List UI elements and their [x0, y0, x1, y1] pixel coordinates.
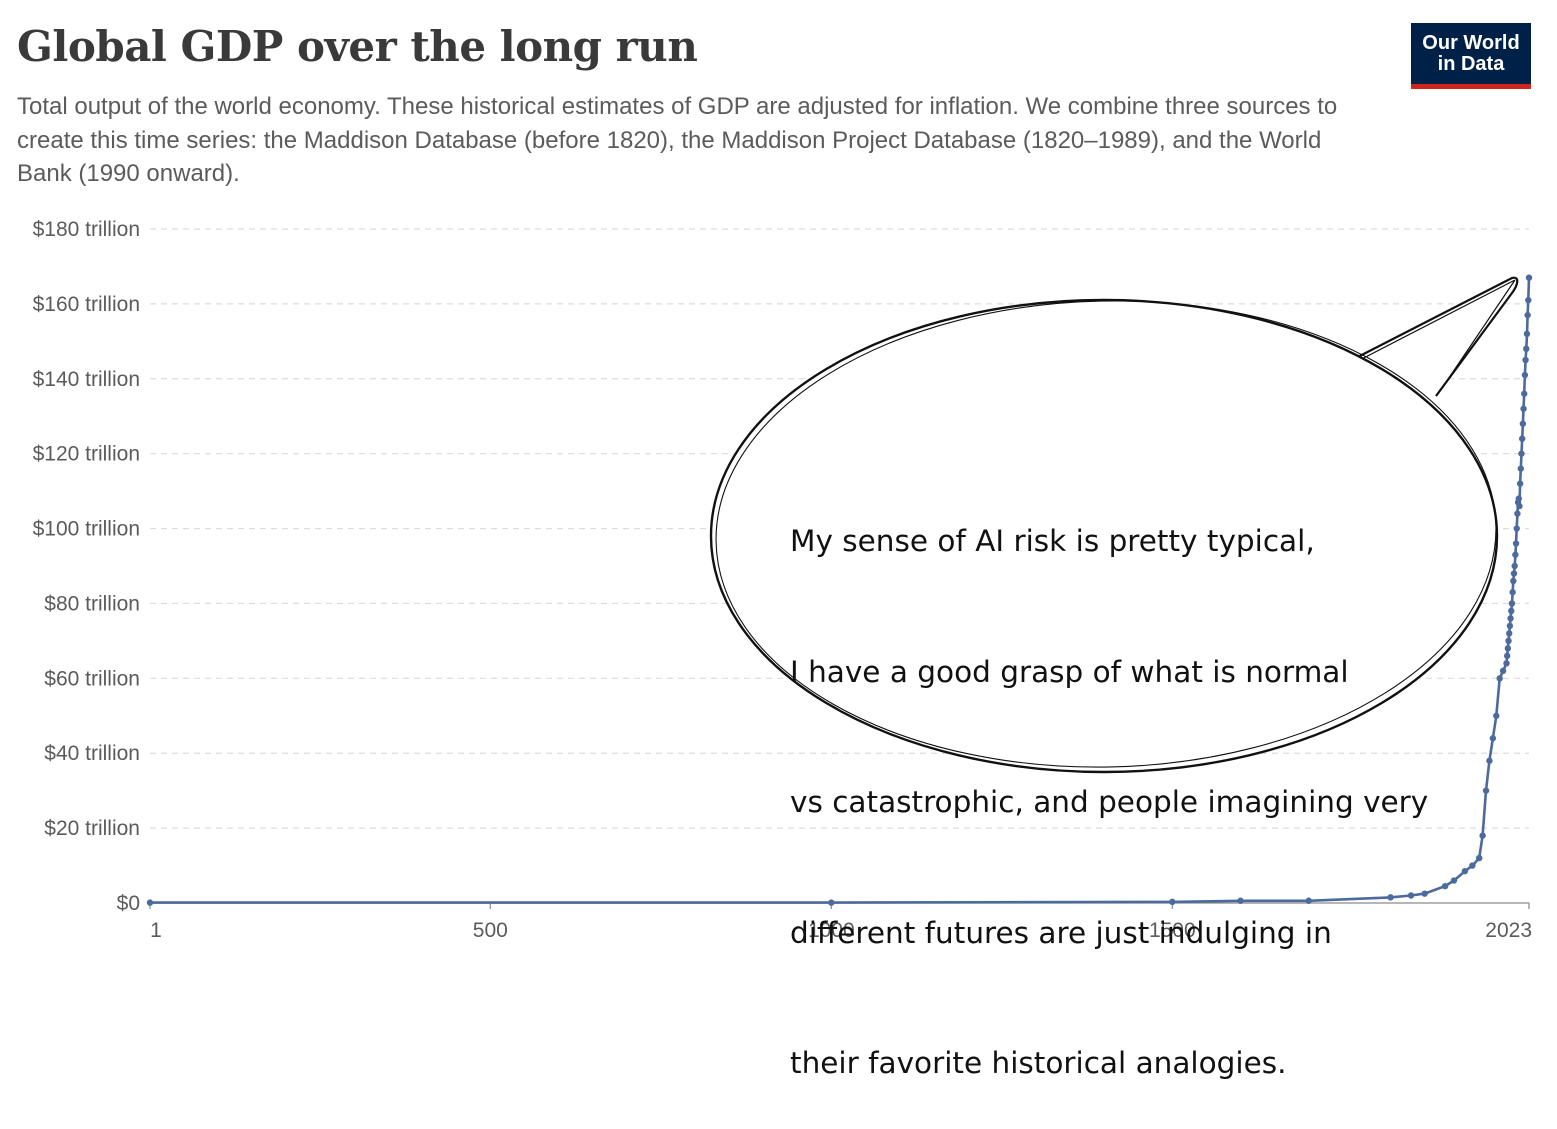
- data-point[interactable]: [1523, 330, 1531, 338]
- data-point[interactable]: [1513, 525, 1520, 532]
- chart-subtitle: Total output of the world economy. These…: [17, 93, 1338, 187]
- x-tick-label: 2023: [1485, 919, 1532, 942]
- speech-bubble: [709, 276, 1519, 774]
- data-point[interactable]: [1479, 832, 1486, 839]
- data-point[interactable]: [1518, 450, 1525, 457]
- logo-line-1: Our World: [1422, 31, 1520, 54]
- x-tick-label: 500: [473, 919, 508, 942]
- data-point[interactable]: [1505, 637, 1512, 645]
- bubble-line: I have a good grasp of what is normal: [790, 654, 1349, 689]
- bubble-line: their favorite historical analogies.: [790, 1046, 1287, 1080]
- data-point[interactable]: [1407, 892, 1415, 899]
- data-point[interactable]: [1508, 600, 1516, 607]
- y-tick-label: $20 trillion: [44, 817, 140, 840]
- data-point[interactable]: [1476, 854, 1483, 862]
- data-point[interactable]: [1486, 757, 1493, 764]
- logo-line-2: in Data: [1437, 52, 1505, 75]
- y-tick-label: $80 trillion: [44, 592, 140, 615]
- y-tick-label: $180 trillion: [33, 218, 140, 241]
- data-point[interactable]: [1511, 562, 1518, 570]
- data-point[interactable]: [1421, 890, 1428, 897]
- data-point[interactable]: [1461, 867, 1469, 875]
- x-tick-label: 1: [150, 919, 162, 942]
- data-point[interactable]: [1518, 435, 1526, 442]
- x-tick-label: 1000: [808, 919, 855, 942]
- speech-bubble-body: [709, 298, 1499, 774]
- data-point[interactable]: [1512, 540, 1520, 547]
- y-axis-tick-labels: $0 $20 trillion $40 trillion $60 trillion $8…: [33, 218, 140, 915]
- data-point[interactable]: [1524, 311, 1531, 319]
- gdp-series: [146, 274, 1533, 906]
- y-tick-label: $160 trillion: [33, 293, 140, 316]
- speech-bubble-sketch-line: [715, 300, 1497, 768]
- data-point[interactable]: [1525, 274, 1533, 281]
- speech-bubble-tail: [1347, 276, 1519, 397]
- y-tick-label: $40 trillion: [44, 742, 140, 765]
- data-point[interactable]: [1441, 882, 1449, 890]
- y-tick-label: $120 trillion: [33, 443, 140, 466]
- data-point[interactable]: [1489, 735, 1497, 742]
- y-tick-label: $140 trillion: [33, 368, 140, 391]
- data-point[interactable]: [1525, 296, 1532, 304]
- data-point[interactable]: [1522, 356, 1529, 364]
- data-point[interactable]: [1503, 660, 1510, 667]
- speech-bubble-text: My sense of AI risk is pretty typical, I…: [790, 433, 1428, 1129]
- data-point[interactable]: [1516, 502, 1523, 510]
- data-point[interactable]: [1516, 480, 1524, 487]
- our-world-in-data-logo[interactable]: Our World in Data: [1411, 23, 1531, 89]
- bubble-line: different futures are just indulging in: [790, 915, 1332, 950]
- bubble-line: My sense of AI risk is pretty typical,: [790, 524, 1315, 558]
- data-point[interactable]: [1482, 787, 1490, 794]
- data-point[interactable]: [1515, 495, 1522, 502]
- data-point[interactable]: [1517, 465, 1525, 472]
- data-point[interactable]: [1514, 510, 1521, 517]
- data-point[interactable]: [1305, 897, 1312, 904]
- data-point[interactable]: [1504, 645, 1512, 652]
- data-point[interactable]: [1237, 897, 1244, 904]
- data-point[interactable]: [1499, 667, 1507, 675]
- data-point[interactable]: [1169, 898, 1176, 906]
- y-tick-label: $100 trillion: [33, 518, 140, 541]
- data-point[interactable]: [1506, 630, 1513, 637]
- data-point[interactable]: [1520, 405, 1527, 412]
- data-point[interactable]: [1496, 675, 1503, 682]
- data-point[interactable]: [146, 899, 154, 906]
- data-point[interactable]: [1387, 894, 1394, 901]
- data-point[interactable]: [1493, 712, 1500, 719]
- data-point[interactable]: [1512, 551, 1519, 558]
- data-point[interactable]: [1521, 371, 1529, 379]
- y-tick-label: $60 trillion: [44, 667, 140, 690]
- data-point[interactable]: [1523, 345, 1530, 353]
- data-point[interactable]: [1469, 862, 1476, 869]
- gdp-line-chart: $0 $20 trillion $40 trillion $60 trillion $8…: [33, 218, 1533, 942]
- speech-bubble-tail-sketch: [1351, 279, 1516, 395]
- data-point[interactable]: [1519, 420, 1527, 427]
- data-point[interactable]: [1521, 390, 1528, 397]
- speech-bubble-joint: [1339, 358, 1420, 410]
- y-tick-label: $0: [117, 892, 140, 915]
- data-point[interactable]: [1450, 877, 1458, 884]
- data-point[interactable]: [1510, 570, 1518, 577]
- data-point[interactable]: [1510, 577, 1517, 585]
- data-point[interactable]: [1509, 589, 1516, 596]
- data-point[interactable]: [828, 899, 835, 906]
- x-tick-label: 1500: [1149, 919, 1196, 942]
- data-point[interactable]: [1508, 607, 1515, 615]
- data-point[interactable]: [1507, 615, 1514, 622]
- data-point[interactable]: [1506, 622, 1514, 630]
- data-point[interactable]: [1503, 652, 1511, 660]
- chart-title: Global GDP over the long run: [17, 22, 698, 71]
- bubble-line: vs catastrophic, and people imagining ve…: [790, 785, 1429, 819]
